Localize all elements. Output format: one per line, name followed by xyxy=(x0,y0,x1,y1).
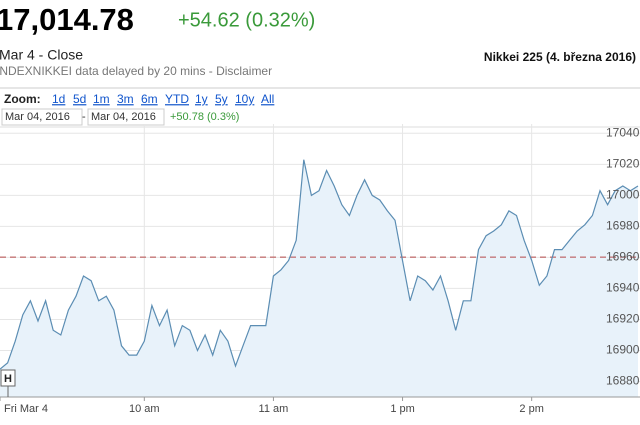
zoom-option[interactable]: All xyxy=(261,92,274,106)
date-to[interactable]: Mar 04, 2016 xyxy=(91,111,156,123)
x-tick-label: 2 pm xyxy=(519,403,543,415)
plot: 16880 16900 16920 16940 16960 16980 17000 17020… xyxy=(0,124,640,415)
x-tick-label: 10 am xyxy=(129,403,160,415)
y-tick-label: 17000 xyxy=(606,188,640,202)
x-tick-label: 11 am xyxy=(259,403,289,415)
source-note[interactable]: INDEXNIKKEI data delayed by 20 mins - Di… xyxy=(0,64,272,78)
y-tick-label: 17020 xyxy=(606,157,640,171)
date-separator: - xyxy=(82,111,86,123)
zoom-option[interactable]: 6m xyxy=(141,92,158,106)
zoom-option[interactable]: 3m xyxy=(117,92,134,106)
zoom-option[interactable]: 1m xyxy=(93,92,110,106)
range-change: +50.78 (0.3%) xyxy=(170,111,239,123)
zoom-option[interactable]: 5d xyxy=(73,92,86,106)
y-tick-label: 16880 xyxy=(606,374,640,388)
date-from[interactable]: Mar 04, 2016 xyxy=(5,111,70,123)
zoom-option[interactable]: 10y xyxy=(235,92,254,106)
zoom-option[interactable]: YTD xyxy=(165,92,189,106)
flag-label: H xyxy=(4,373,12,385)
zoom-option[interactable]: 1y xyxy=(195,92,208,106)
y-tick-label: 17040 xyxy=(606,125,640,139)
chart-title: Nikkei 225 (4. března 2016) xyxy=(484,50,636,64)
y-tick-label: 16960 xyxy=(606,250,640,264)
y-tick-label: 16920 xyxy=(606,312,640,326)
price-line xyxy=(0,159,639,370)
zoom-option[interactable]: 1d xyxy=(52,92,65,106)
price-change: +54.62 (0.32%) xyxy=(178,9,315,31)
zoom-label: Zoom: xyxy=(4,92,41,106)
y-tick-label: 16940 xyxy=(606,281,640,295)
price: 17,014.78 xyxy=(0,2,134,37)
zoom-options: 1d 5d 1m 3m 6m YTD 1y 5y 10y All xyxy=(52,92,274,106)
area xyxy=(0,159,638,397)
x-tick-label: 1 pm xyxy=(390,403,414,415)
date-to-box[interactable] xyxy=(87,108,165,126)
x-tick-label: Fri Mar 4 xyxy=(4,403,48,415)
y-tick-label: 16900 xyxy=(606,343,640,357)
date-from-box[interactable] xyxy=(1,108,83,126)
zoom-option[interactable]: 5y xyxy=(215,92,228,106)
y-tick-label: 16980 xyxy=(606,219,640,233)
session: Mar 4 - Close xyxy=(0,47,83,63)
